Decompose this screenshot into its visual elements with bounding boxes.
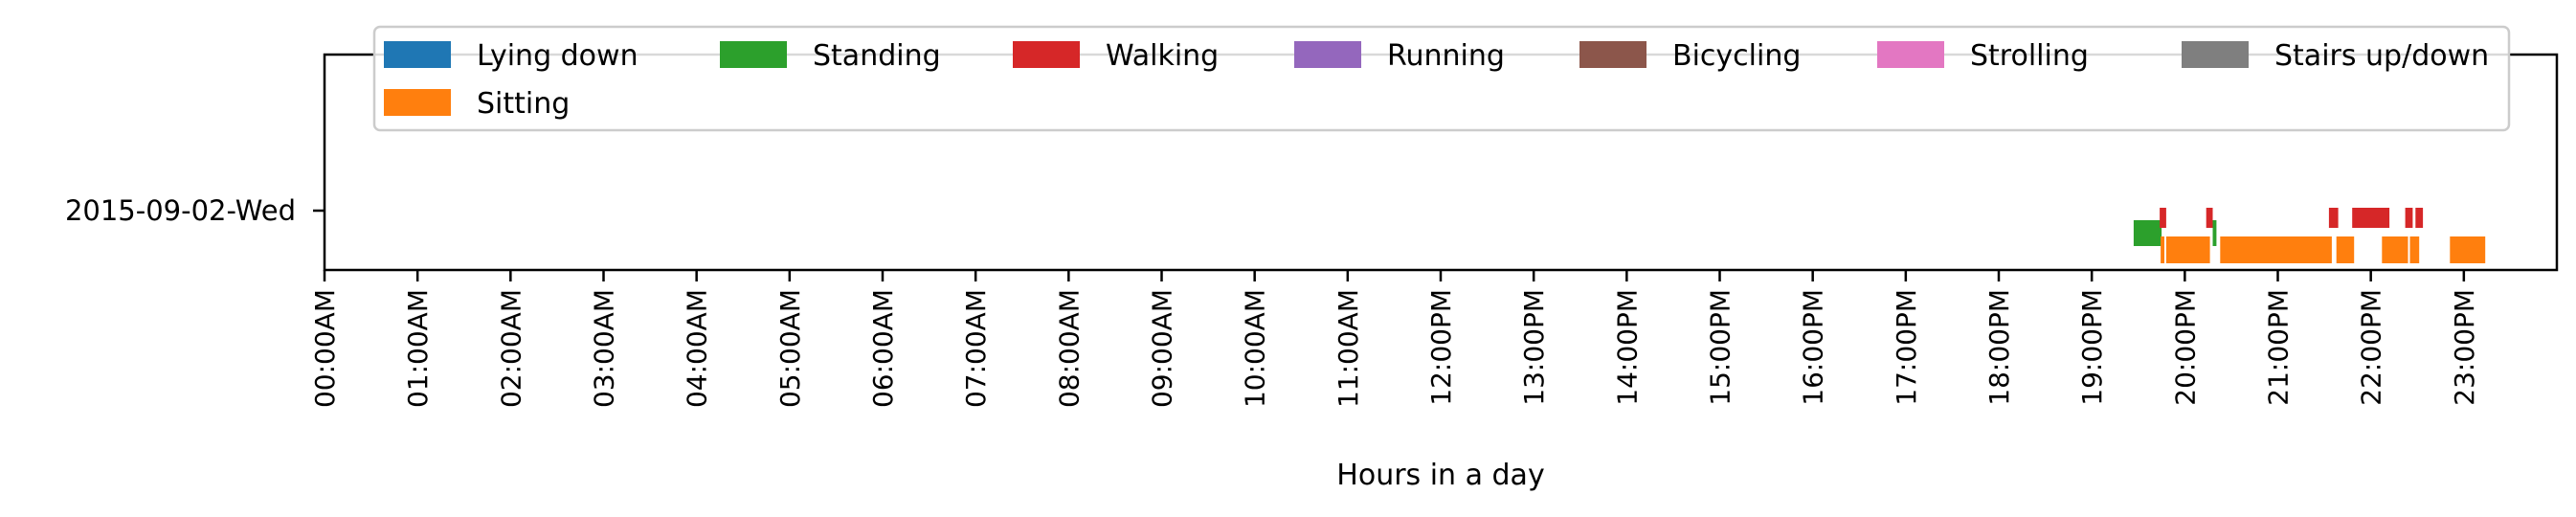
legend-swatch-running — [1294, 41, 1361, 68]
legend-label-stairs-up-down: Stairs up/down — [2274, 39, 2489, 73]
x-tick-label: 09:00AM — [1147, 289, 1178, 408]
legend-frame — [372, 25, 2511, 132]
legend-swatch-sitting — [384, 89, 451, 116]
x-tick-label: 16:00PM — [1798, 289, 1829, 406]
x-tick-label: 15:00PM — [1705, 289, 1736, 406]
x-tick-label: 01:00AM — [402, 289, 434, 408]
bar-sitting-6 — [2220, 236, 2332, 263]
legend-swatch-stairs-up-down — [2182, 41, 2249, 68]
x-tick-label: 10:00AM — [1240, 289, 1271, 408]
x-tick-label: 04:00AM — [682, 289, 713, 408]
bar-sitting-2 — [2161, 236, 2164, 263]
bar-sitting-12 — [2409, 236, 2420, 263]
legend-label-lying-down: Lying down — [477, 39, 638, 73]
legend-swatch-strolling — [1877, 41, 1944, 68]
x-tick-label: 00:00AM — [309, 289, 341, 408]
x-tick-label: 17:00PM — [1891, 289, 1922, 406]
bar-sitting-8 — [2336, 236, 2355, 263]
x-tick-label: 06:00AM — [867, 289, 899, 408]
bar-walking-4 — [2206, 208, 2213, 228]
x-tick-label: 07:00AM — [960, 289, 992, 408]
legend-label-bicycling: Bicycling — [1672, 39, 1801, 73]
legend-swatch-bicycling — [1579, 41, 1646, 68]
x-tick-label: 23:00PM — [2449, 289, 2480, 406]
bar-standing-0 — [2133, 220, 2162, 246]
x-tick-label: 12:00PM — [1425, 289, 1457, 406]
y-axis: 2015-09-02-Wed — [65, 194, 325, 227]
x-tick-label: 13:00PM — [1518, 289, 1550, 406]
x-tick-label: 03:00AM — [589, 289, 620, 408]
legend-swatch-walking — [1013, 41, 1080, 68]
bar-walking-7 — [2328, 208, 2339, 228]
x-tick-label: 20:00PM — [2169, 289, 2201, 406]
legend-swatch-lying-down — [384, 41, 451, 68]
x-axis-label: Hours in a day — [1336, 459, 1544, 492]
x-tick-label: 22:00PM — [2356, 289, 2387, 406]
x-tick-label: 05:00AM — [774, 289, 806, 408]
x-tick-label: 08:00AM — [1053, 289, 1085, 408]
bar-sitting-3 — [2165, 236, 2210, 263]
bar-sitting-14 — [2450, 236, 2486, 263]
bar-walking-11 — [2405, 208, 2413, 228]
bar-walking-9 — [2352, 208, 2390, 228]
legend-label-walking: Walking — [1106, 39, 1219, 73]
y-tick-label: 2015-09-02-Wed — [65, 194, 296, 227]
bar-sitting-10 — [2382, 236, 2408, 263]
legend-label-standing: Standing — [813, 39, 941, 73]
x-tick-label: 19:00PM — [2076, 289, 2108, 406]
activity-bars — [2133, 208, 2486, 263]
x-tick-label: 14:00PM — [1611, 289, 1643, 406]
legend-label-running: Running — [1387, 39, 1505, 73]
legend-label-strolling: Strolling — [1970, 39, 2089, 73]
bar-walking-1 — [2160, 208, 2166, 228]
bar-standing-5 — [2212, 220, 2217, 246]
legend-swatch-standing — [720, 41, 787, 68]
x-tick-label: 21:00PM — [2263, 289, 2295, 406]
x-tick-label: 02:00AM — [495, 289, 526, 408]
x-axis: 00:00AM 01:00AM 02:00AM 03:00AM 04:00AM 05:00… — [309, 270, 2480, 408]
x-tick-label: 11:00AM — [1333, 289, 1364, 408]
x-tick-label: 18:00PM — [1983, 289, 2015, 406]
bar-walking-13 — [2415, 208, 2424, 228]
legend: Lying down Standing Walking Running Bicyclin… — [372, 25, 2511, 132]
legend-label-sitting: Sitting — [477, 87, 570, 121]
